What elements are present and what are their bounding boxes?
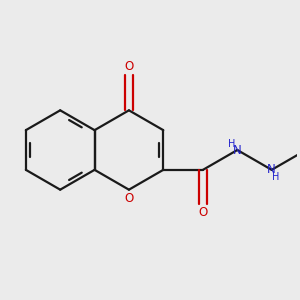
- Text: N: N: [233, 143, 242, 157]
- Text: O: O: [124, 192, 134, 205]
- Text: H: H: [272, 172, 280, 182]
- Text: O: O: [124, 59, 134, 73]
- Text: N: N: [267, 163, 276, 176]
- Text: O: O: [198, 206, 208, 219]
- Text: H: H: [228, 139, 235, 149]
